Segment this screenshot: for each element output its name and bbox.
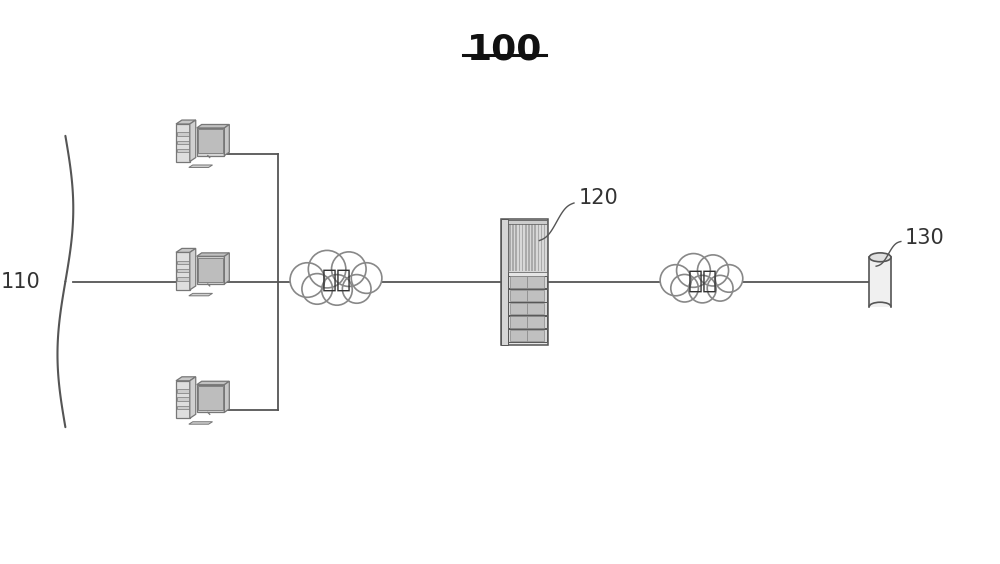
FancyBboxPatch shape [508,316,547,328]
Ellipse shape [869,253,891,262]
Polygon shape [176,252,190,290]
Circle shape [332,252,366,287]
Polygon shape [176,377,196,381]
Polygon shape [176,381,190,418]
FancyBboxPatch shape [508,329,547,342]
Polygon shape [176,120,196,124]
Circle shape [322,275,352,305]
FancyBboxPatch shape [177,406,189,409]
FancyBboxPatch shape [527,276,544,288]
Polygon shape [176,248,196,252]
Text: 130: 130 [905,227,945,248]
Bar [544,222,545,271]
Polygon shape [224,125,229,156]
Polygon shape [197,385,224,412]
Circle shape [351,263,382,293]
FancyBboxPatch shape [527,303,544,314]
Bar [531,222,533,271]
FancyBboxPatch shape [508,289,547,302]
Text: 100: 100 [467,32,543,66]
FancyBboxPatch shape [177,261,189,264]
FancyBboxPatch shape [510,290,527,301]
FancyBboxPatch shape [177,277,189,281]
FancyBboxPatch shape [510,330,527,341]
FancyBboxPatch shape [177,140,189,144]
Bar [534,222,536,271]
Polygon shape [198,129,223,153]
FancyBboxPatch shape [177,389,189,393]
FancyBboxPatch shape [177,149,189,152]
Bar [515,222,517,271]
FancyBboxPatch shape [508,276,547,288]
Polygon shape [190,248,196,290]
Text: 网络: 网络 [322,268,352,292]
Circle shape [715,265,743,292]
Circle shape [290,263,325,297]
Polygon shape [189,293,213,296]
Polygon shape [176,124,190,161]
FancyBboxPatch shape [508,302,547,315]
Polygon shape [197,253,229,256]
Circle shape [689,275,716,303]
FancyBboxPatch shape [527,316,544,328]
Polygon shape [190,120,196,161]
Bar [522,222,523,271]
FancyBboxPatch shape [510,303,527,314]
Polygon shape [197,125,229,128]
Polygon shape [189,165,213,168]
Polygon shape [197,256,224,284]
Bar [538,222,539,271]
Bar [528,222,530,271]
FancyBboxPatch shape [527,290,544,301]
FancyBboxPatch shape [510,276,527,288]
Circle shape [660,265,691,296]
Circle shape [707,275,733,301]
Bar [525,222,527,271]
Text: 120: 120 [579,188,619,208]
FancyBboxPatch shape [177,133,189,136]
Polygon shape [198,386,223,410]
Bar [509,222,511,271]
FancyBboxPatch shape [508,221,547,272]
FancyBboxPatch shape [177,269,189,272]
Polygon shape [189,422,213,424]
FancyBboxPatch shape [501,219,548,345]
Text: 网络: 网络 [687,268,717,292]
Circle shape [677,254,710,287]
Circle shape [697,255,729,286]
Bar [541,222,542,271]
Polygon shape [224,253,229,284]
FancyBboxPatch shape [177,398,189,401]
FancyBboxPatch shape [501,219,508,345]
Polygon shape [190,377,196,418]
Polygon shape [197,128,224,156]
Polygon shape [224,381,229,412]
FancyBboxPatch shape [510,316,527,328]
Bar [519,222,520,271]
Polygon shape [198,258,223,281]
FancyBboxPatch shape [508,221,547,224]
Bar [869,257,891,307]
Circle shape [342,275,371,303]
Circle shape [671,275,698,302]
Text: 110: 110 [1,272,41,292]
FancyBboxPatch shape [527,330,544,341]
Bar [512,222,514,271]
Circle shape [308,250,346,288]
Circle shape [302,274,333,304]
Polygon shape [197,381,229,385]
